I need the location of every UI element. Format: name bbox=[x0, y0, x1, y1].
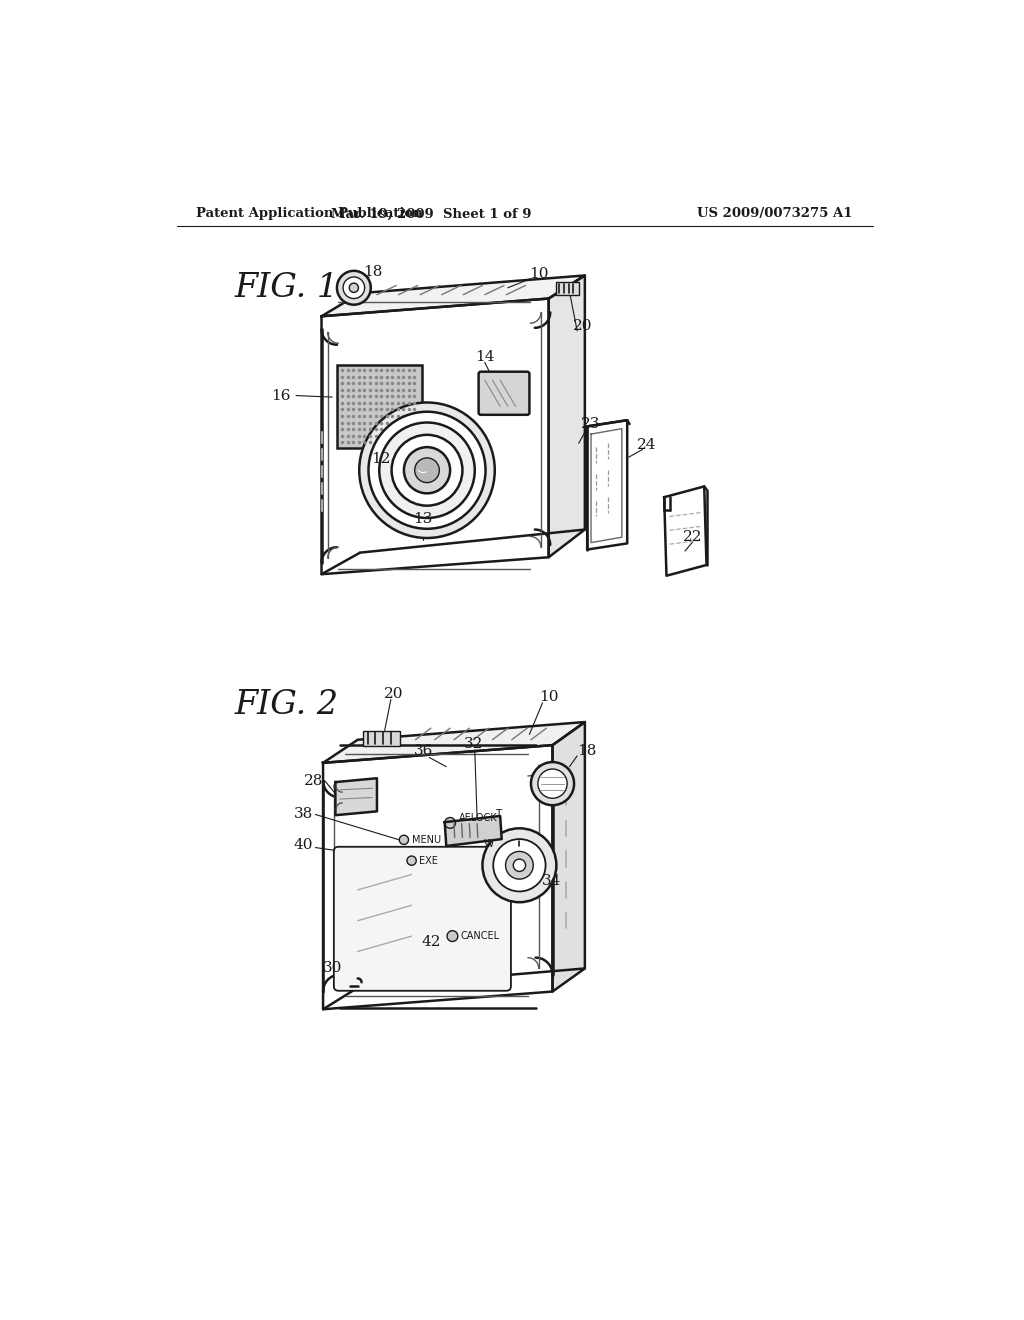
Bar bbox=[556, 281, 580, 294]
Polygon shape bbox=[323, 744, 553, 1010]
Text: 34: 34 bbox=[542, 874, 561, 887]
Text: T: T bbox=[496, 809, 502, 818]
Circle shape bbox=[513, 859, 525, 871]
Text: 18: 18 bbox=[364, 265, 383, 280]
Polygon shape bbox=[665, 487, 707, 576]
Text: 42: 42 bbox=[421, 936, 440, 949]
Circle shape bbox=[403, 447, 451, 494]
Polygon shape bbox=[549, 276, 585, 557]
Text: FIG. 2: FIG. 2 bbox=[234, 689, 339, 721]
Circle shape bbox=[349, 284, 358, 292]
Polygon shape bbox=[587, 420, 628, 549]
Text: 16: 16 bbox=[271, 388, 291, 403]
Circle shape bbox=[359, 403, 495, 539]
Circle shape bbox=[369, 412, 485, 529]
Text: 14: 14 bbox=[475, 350, 495, 364]
Polygon shape bbox=[444, 816, 502, 846]
Text: 22: 22 bbox=[683, 531, 702, 544]
Circle shape bbox=[494, 840, 546, 891]
Polygon shape bbox=[322, 276, 585, 317]
Circle shape bbox=[399, 836, 409, 845]
Circle shape bbox=[447, 931, 458, 941]
Text: Mar. 19, 2009  Sheet 1 of 9: Mar. 19, 2009 Sheet 1 of 9 bbox=[331, 207, 531, 220]
Text: 20: 20 bbox=[384, 686, 403, 701]
Bar bbox=[364, 730, 400, 746]
Text: 40: 40 bbox=[293, 838, 312, 853]
Circle shape bbox=[415, 458, 439, 483]
Text: 18: 18 bbox=[577, 744, 596, 758]
Circle shape bbox=[538, 770, 567, 799]
Circle shape bbox=[407, 855, 416, 866]
Text: 10: 10 bbox=[529, 267, 549, 281]
Text: EXE: EXE bbox=[419, 855, 438, 866]
Text: 12: 12 bbox=[371, 451, 390, 466]
Text: CANCEL: CANCEL bbox=[461, 931, 500, 941]
Circle shape bbox=[391, 434, 463, 506]
Polygon shape bbox=[553, 722, 585, 991]
Text: 24: 24 bbox=[637, 438, 656, 451]
Text: 36: 36 bbox=[414, 744, 433, 758]
Text: 10: 10 bbox=[539, 690, 558, 705]
Circle shape bbox=[343, 277, 365, 298]
Text: Patent Application Publication: Patent Application Publication bbox=[196, 207, 423, 220]
Circle shape bbox=[444, 817, 456, 829]
Text: W: W bbox=[483, 838, 494, 849]
Text: 20: 20 bbox=[572, 319, 592, 333]
Text: 23: 23 bbox=[582, 417, 601, 432]
Text: 13: 13 bbox=[414, 512, 433, 525]
Text: FIG. 1: FIG. 1 bbox=[234, 272, 339, 304]
Circle shape bbox=[506, 851, 534, 879]
Text: US 2009/0073275 A1: US 2009/0073275 A1 bbox=[696, 207, 852, 220]
Bar bbox=[337, 364, 422, 447]
FancyBboxPatch shape bbox=[478, 372, 529, 414]
Circle shape bbox=[531, 762, 574, 805]
Circle shape bbox=[379, 422, 475, 517]
Text: 38: 38 bbox=[294, 808, 312, 821]
Text: MENU: MENU bbox=[412, 834, 440, 845]
Text: AELOCK: AELOCK bbox=[459, 813, 498, 824]
Text: 32: 32 bbox=[464, 737, 483, 751]
Polygon shape bbox=[336, 779, 377, 816]
Text: 28: 28 bbox=[304, 774, 324, 788]
FancyBboxPatch shape bbox=[334, 847, 511, 991]
Polygon shape bbox=[322, 298, 549, 574]
Text: 30: 30 bbox=[323, 961, 342, 975]
Circle shape bbox=[337, 271, 371, 305]
Polygon shape bbox=[323, 722, 585, 763]
Circle shape bbox=[482, 829, 556, 903]
